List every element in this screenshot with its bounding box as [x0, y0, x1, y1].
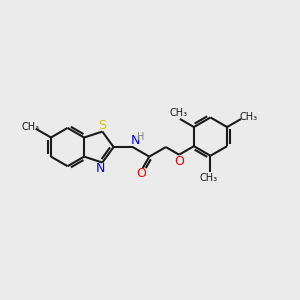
- Text: O: O: [136, 167, 146, 181]
- Text: O: O: [174, 155, 184, 168]
- Text: N: N: [96, 162, 106, 175]
- Text: CH₃: CH₃: [239, 112, 257, 122]
- Text: CH₃: CH₃: [200, 173, 218, 183]
- Text: N: N: [130, 134, 140, 147]
- Text: S: S: [98, 119, 106, 132]
- Text: CH₃: CH₃: [169, 108, 188, 118]
- Text: CH₃: CH₃: [21, 122, 39, 132]
- Text: H: H: [137, 132, 144, 142]
